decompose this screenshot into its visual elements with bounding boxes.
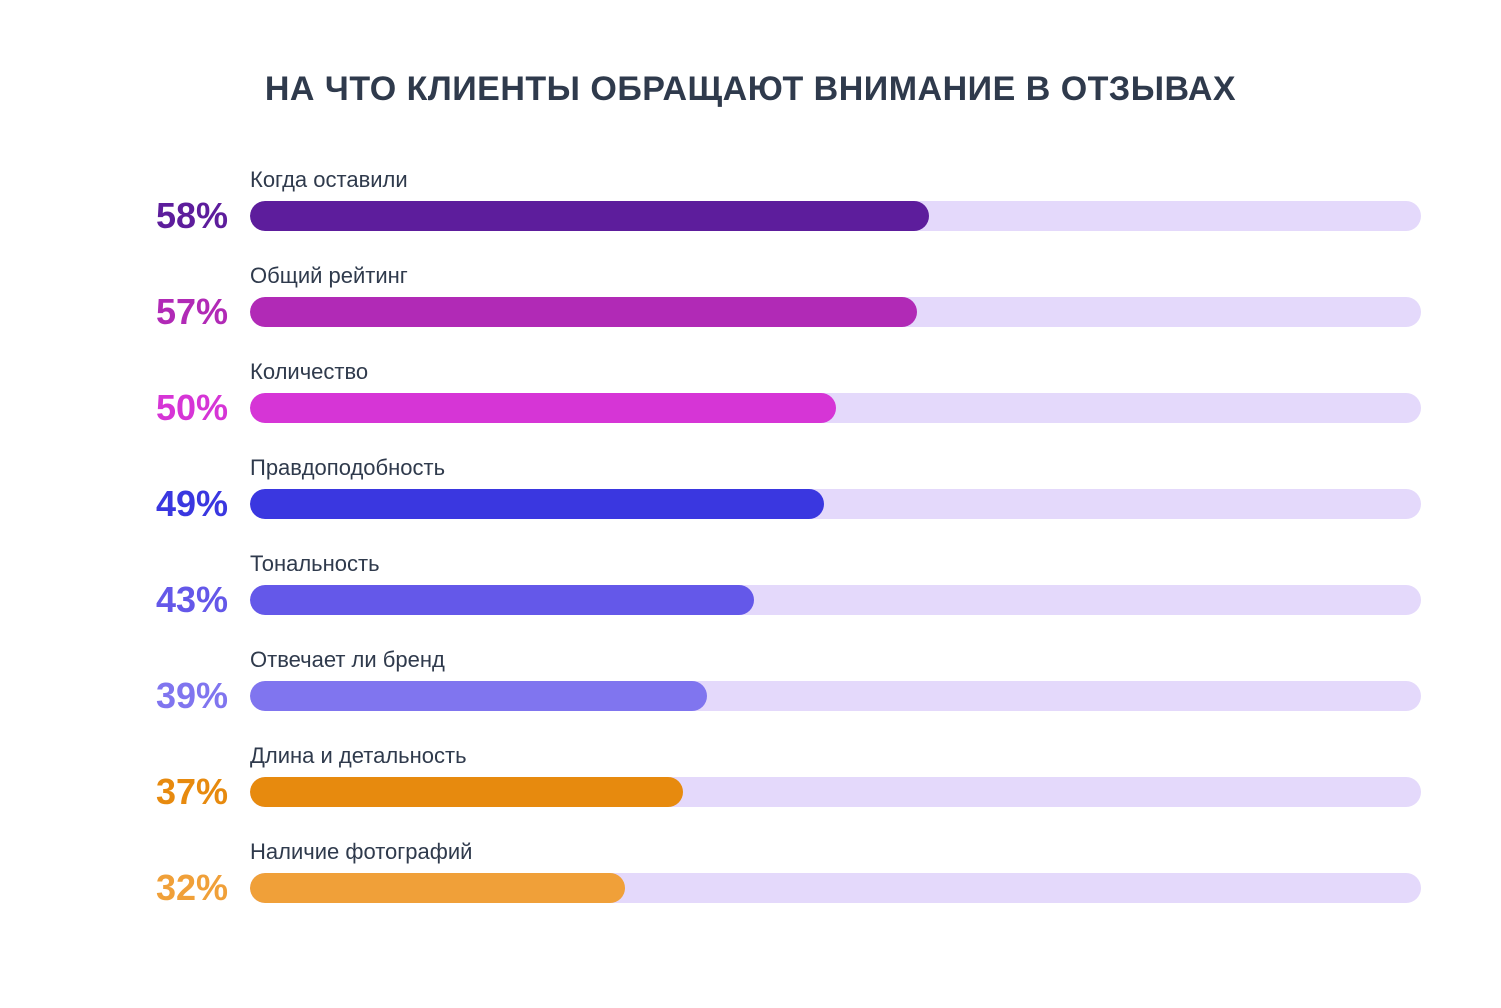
bar-percent: 43% xyxy=(80,582,250,618)
bar-track xyxy=(250,777,1421,807)
bar-track xyxy=(250,297,1421,327)
bar-chart: 58% Когда оставили 57% Общий рейтинг 50%… xyxy=(80,167,1421,903)
bar-fill xyxy=(250,489,824,519)
bar-fill xyxy=(250,873,625,903)
bar-track xyxy=(250,201,1421,231)
bar-percent: 50% xyxy=(80,390,250,426)
bar-fill xyxy=(250,393,836,423)
bar-track xyxy=(250,585,1421,615)
bar-percent: 32% xyxy=(80,870,250,906)
bar-category-label: Правдоподобность xyxy=(250,455,1421,481)
bar-percent: 58% xyxy=(80,198,250,234)
bar-category-label: Количество xyxy=(250,359,1421,385)
bar-row: 32% Наличие фотографий xyxy=(80,839,1421,903)
bar-fill xyxy=(250,777,683,807)
bar-category-label: Длина и детальность xyxy=(250,743,1421,769)
bar-fill xyxy=(250,201,929,231)
bar-row: 39% Отвечает ли бренд xyxy=(80,647,1421,711)
bar-fill xyxy=(250,585,754,615)
bar-row: 50% Количество xyxy=(80,359,1421,423)
bar-track xyxy=(250,873,1421,903)
bar-row: 58% Когда оставили xyxy=(80,167,1421,231)
bar-category-label: Общий рейтинг xyxy=(250,263,1421,289)
bar-fill xyxy=(250,681,707,711)
bar-percent: 57% xyxy=(80,294,250,330)
bar-category-label: Тональность xyxy=(250,551,1421,577)
bar-track xyxy=(250,681,1421,711)
bar-category-label: Наличие фотографий xyxy=(250,839,1421,865)
bar-category-label: Когда оставили xyxy=(250,167,1421,193)
bar-track xyxy=(250,489,1421,519)
bar-row: 49% Правдоподобность xyxy=(80,455,1421,519)
bar-percent: 37% xyxy=(80,774,250,810)
bar-percent: 39% xyxy=(80,678,250,714)
bar-percent: 49% xyxy=(80,486,250,522)
chart-title: НА ЧТО КЛИЕНТЫ ОБРАЩАЮТ ВНИМАНИЕ В ОТЗЫВ… xyxy=(80,70,1421,109)
bar-row: 43% Тональность xyxy=(80,551,1421,615)
bar-row: 57% Общий рейтинг xyxy=(80,263,1421,327)
bar-category-label: Отвечает ли бренд xyxy=(250,647,1421,673)
bar-track xyxy=(250,393,1421,423)
bar-fill xyxy=(250,297,917,327)
bar-row: 37% Длина и детальность xyxy=(80,743,1421,807)
